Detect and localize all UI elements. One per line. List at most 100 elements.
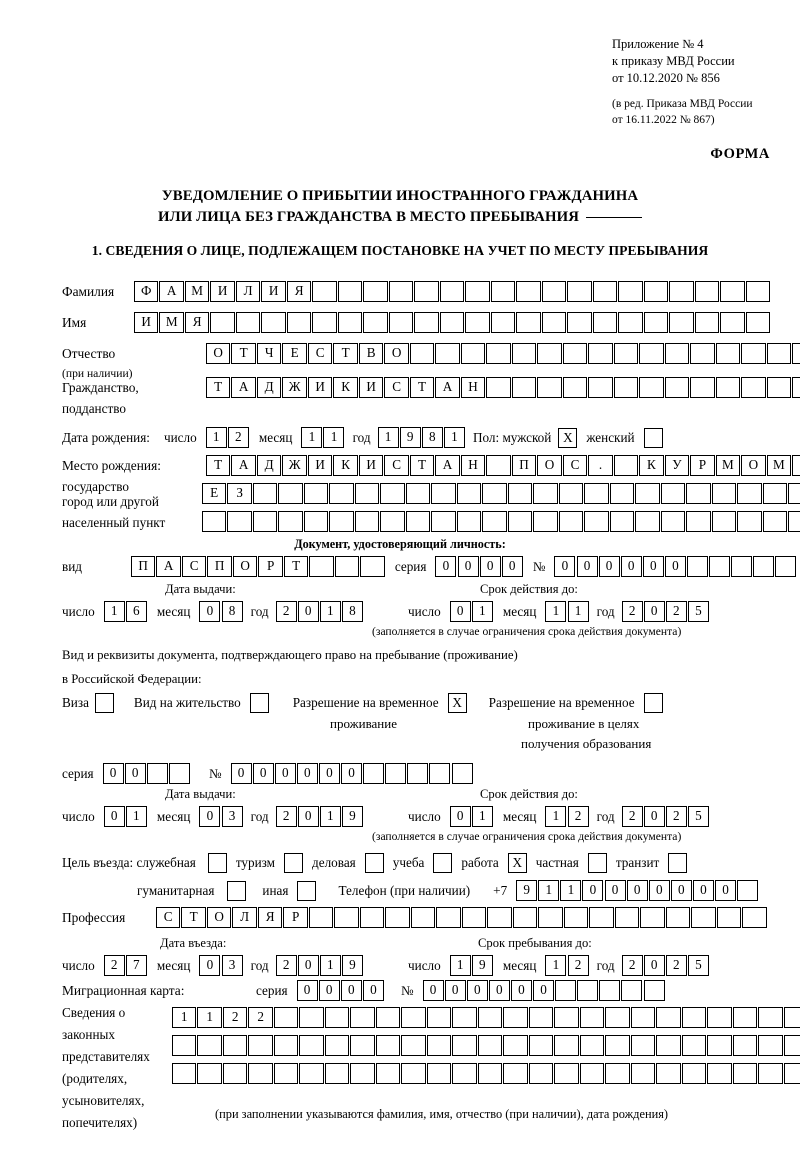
temp-residence-checkbox[interactable]: X — [447, 693, 467, 713]
form-cell[interactable] — [558, 483, 584, 504]
form-cell[interactable]: 2 — [248, 1007, 273, 1028]
form-cell[interactable] — [621, 980, 643, 1001]
form-cell[interactable] — [273, 1007, 299, 1028]
form-cell[interactable] — [783, 1007, 800, 1028]
form-cell[interactable] — [537, 377, 562, 398]
form-cell[interactable] — [720, 281, 745, 302]
form-cell[interactable] — [732, 1007, 758, 1028]
form-cell[interactable] — [588, 343, 613, 364]
form-cell[interactable] — [541, 281, 567, 302]
form-cell[interactable] — [337, 312, 363, 333]
form-cell[interactable]: Т — [206, 455, 231, 476]
form-cell[interactable] — [439, 281, 465, 302]
form-cell[interactable]: 3 — [221, 955, 243, 976]
form-cell[interactable] — [613, 455, 639, 476]
form-cell[interactable]: С — [384, 455, 409, 476]
birth-place-line-3-cells[interactable] — [202, 511, 800, 532]
form-cell[interactable] — [252, 511, 278, 532]
form-cell[interactable]: 1 — [319, 955, 341, 976]
form-cell[interactable]: 0 — [554, 556, 576, 577]
form-cell[interactable] — [635, 511, 660, 532]
form-cell[interactable] — [563, 907, 589, 928]
form-cell[interactable]: 2 — [567, 806, 589, 827]
form-cell[interactable] — [630, 1063, 656, 1084]
form-cell[interactable] — [359, 907, 385, 928]
form-cell[interactable]: А — [435, 455, 460, 476]
form-cell[interactable]: 0 — [252, 763, 274, 784]
form-cell[interactable]: Д — [256, 455, 282, 476]
form-cell[interactable]: 0 — [199, 806, 221, 827]
form-cell[interactable] — [227, 511, 252, 532]
form-cell[interactable] — [618, 312, 643, 333]
form-cell[interactable]: М — [184, 281, 210, 302]
form-cell[interactable]: С — [562, 455, 588, 476]
form-cell[interactable] — [324, 1063, 350, 1084]
form-cell[interactable] — [465, 312, 490, 333]
form-cell[interactable] — [758, 1035, 783, 1056]
form-cell[interactable]: 0 — [501, 556, 523, 577]
form-cell[interactable]: 9 — [341, 806, 363, 827]
form-cell[interactable]: 0 — [648, 880, 670, 901]
sex-male-checkbox[interactable]: X — [558, 427, 578, 448]
form-cell[interactable] — [665, 907, 691, 928]
form-cell[interactable] — [579, 1007, 605, 1028]
form-cell[interactable]: 2 — [567, 955, 589, 976]
form-cell[interactable]: 1 — [471, 806, 493, 827]
form-cell[interactable] — [456, 511, 482, 532]
sex-female-checkbox[interactable] — [643, 427, 663, 448]
form-cell[interactable] — [409, 343, 435, 364]
form-cell[interactable]: С — [307, 343, 333, 364]
form-cell[interactable]: 0 — [715, 880, 737, 901]
form-cell[interactable]: 0 — [533, 980, 555, 1001]
form-cell[interactable]: 1 — [319, 601, 341, 622]
form-cell[interactable] — [439, 312, 465, 333]
form-cell[interactable] — [512, 907, 538, 928]
form-cell[interactable] — [146, 763, 168, 784]
form-cell[interactable]: К — [333, 377, 358, 398]
form-cell[interactable] — [742, 907, 767, 928]
form-cell[interactable] — [235, 312, 261, 333]
form-cell[interactable] — [643, 312, 669, 333]
form-cell[interactable] — [737, 511, 762, 532]
form-cell[interactable]: 0 — [488, 980, 510, 1001]
form-cell[interactable] — [503, 1063, 528, 1084]
form-cell[interactable]: Я — [286, 281, 312, 302]
form-cell[interactable] — [490, 281, 516, 302]
form-cell[interactable]: 1 — [545, 955, 567, 976]
form-cell[interactable] — [766, 343, 792, 364]
form-cell[interactable]: 2 — [103, 955, 125, 976]
form-cell[interactable] — [334, 556, 360, 577]
form-cell[interactable] — [436, 907, 461, 928]
form-cell[interactable]: 1 — [443, 427, 465, 448]
form-cell[interactable] — [643, 980, 665, 1001]
form-cell[interactable]: 1 — [471, 601, 493, 622]
form-cell[interactable]: 5 — [687, 601, 709, 622]
form-cell[interactable] — [579, 1035, 605, 1056]
form-cell[interactable] — [207, 853, 227, 873]
form-cell[interactable]: 2 — [621, 601, 643, 622]
form-cell[interactable] — [694, 312, 720, 333]
form-cell[interactable] — [401, 1063, 426, 1084]
form-cell[interactable] — [375, 1007, 401, 1028]
form-cell[interactable]: 0 — [199, 601, 221, 622]
form-cell[interactable] — [758, 1063, 783, 1084]
form-cell[interactable]: 0 — [664, 556, 686, 577]
form-cell[interactable]: 2 — [621, 806, 643, 827]
form-cell[interactable]: 2 — [665, 806, 687, 827]
form-cell[interactable]: А — [159, 281, 184, 302]
form-cell[interactable]: 0 — [274, 763, 296, 784]
form-cell[interactable]: 1 — [545, 806, 567, 827]
form-cell[interactable] — [707, 1007, 732, 1028]
form-cell[interactable]: 5 — [687, 806, 709, 827]
form-cell[interactable] — [507, 511, 533, 532]
form-cell[interactable] — [278, 511, 303, 532]
visa-checkbox[interactable] — [94, 693, 114, 713]
form-cell[interactable]: 0 — [297, 806, 319, 827]
